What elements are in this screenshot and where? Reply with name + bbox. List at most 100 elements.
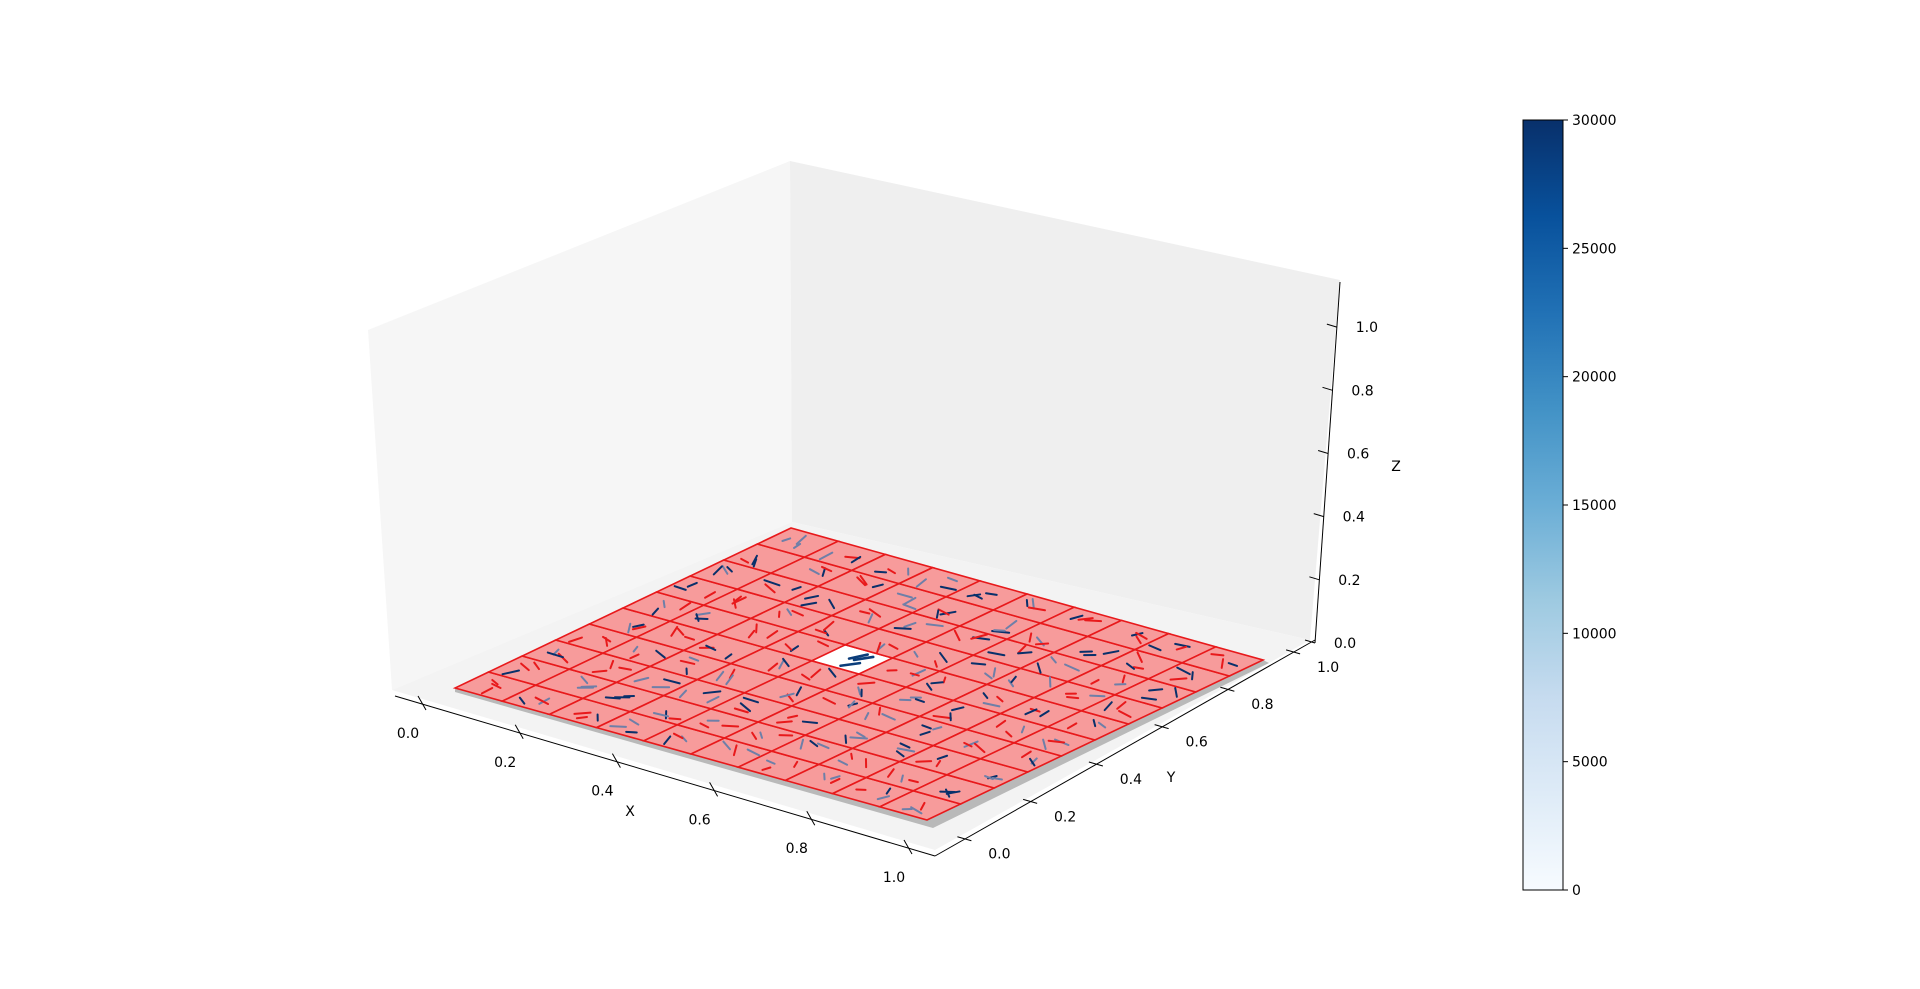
x-tick-label: 0.6 bbox=[688, 812, 710, 828]
quiver-arrow bbox=[876, 641, 882, 654]
quiver-arrow bbox=[695, 611, 711, 617]
colorbar-tick-label: 5000 bbox=[1572, 755, 1608, 771]
quiver-arrow bbox=[628, 718, 640, 726]
quiver-arrow bbox=[881, 713, 896, 721]
quiver-arrow bbox=[876, 795, 890, 801]
x-tick bbox=[514, 724, 524, 740]
quiver-arrow bbox=[985, 592, 998, 596]
quiver-arrow bbox=[764, 583, 776, 594]
quiver-arrow bbox=[715, 670, 725, 682]
x-tick bbox=[806, 810, 816, 826]
quiver-arrow bbox=[1084, 619, 1103, 623]
colorbar: 0 5000 10000 15000 20000 25000 30000 bbox=[1522, 113, 1617, 899]
quiver-arrow bbox=[856, 576, 867, 587]
quiver-arrow bbox=[534, 696, 550, 705]
quiver-arrow bbox=[852, 655, 875, 662]
quiver-arrow bbox=[935, 609, 940, 619]
quiver-arrow bbox=[702, 690, 722, 695]
quiver-arrow bbox=[732, 744, 738, 757]
quiver-arrow bbox=[996, 695, 1004, 703]
quiver-arrow bbox=[731, 596, 747, 605]
y-tick bbox=[1285, 649, 1301, 655]
quiver-arrow bbox=[767, 662, 779, 672]
quiver-arrow bbox=[878, 706, 882, 716]
quiver-arrow bbox=[655, 649, 666, 659]
quiver-arrow bbox=[992, 667, 997, 678]
quiver-arrow bbox=[766, 759, 776, 765]
quiver-arrow bbox=[721, 564, 729, 575]
quiver-arrow bbox=[1148, 688, 1164, 692]
quiver-arrow bbox=[763, 579, 781, 587]
quiver-arrow bbox=[801, 720, 819, 724]
quiver-arrow bbox=[951, 706, 965, 712]
quiver-arrow bbox=[953, 629, 961, 642]
quiver-arrow bbox=[984, 775, 994, 781]
quiver-arrow bbox=[1029, 757, 1036, 767]
quiver-arrow bbox=[705, 644, 717, 651]
z-tick-label: 1.0 bbox=[1356, 320, 1378, 336]
quiver-arrow bbox=[627, 622, 632, 634]
quiver-arrow bbox=[885, 787, 892, 795]
quiver-arrow bbox=[795, 686, 803, 697]
tick-marks: 0.0 0.2 0.4 0.6 0.8 1.0 0.0 0.2 0.4 0.6 0.8 1.0 0.0 0… bbox=[397, 320, 1378, 886]
quiver-arrow bbox=[784, 643, 793, 651]
quiver-arrow bbox=[808, 568, 820, 576]
quiver-arrow bbox=[1089, 694, 1106, 698]
quiver-arrow bbox=[837, 759, 849, 766]
z-tick bbox=[1317, 449, 1329, 454]
z-tick-label: 0.2 bbox=[1338, 573, 1360, 589]
axes-3d bbox=[368, 161, 1340, 850]
quiver-arrow bbox=[1227, 662, 1239, 667]
quiver-arrow bbox=[1176, 666, 1191, 676]
quiver-arrow bbox=[751, 731, 758, 740]
quiver-arrow bbox=[1136, 651, 1143, 663]
x-tick-label: 0.0 bbox=[397, 726, 419, 742]
quiver-arrow bbox=[963, 741, 973, 748]
quiver-arrow bbox=[670, 625, 679, 637]
quiver-arrow bbox=[781, 537, 792, 542]
quiver-arrow bbox=[1066, 722, 1078, 730]
x-axis-line bbox=[394, 695, 936, 857]
quiver-arrow bbox=[580, 685, 598, 688]
z-tick bbox=[1304, 639, 1316, 644]
quiver-arrow bbox=[573, 711, 592, 715]
quiver-arrow bbox=[1027, 606, 1046, 612]
quiver-arrow bbox=[795, 534, 807, 545]
quiver-arrow bbox=[857, 686, 862, 696]
quiver-arrow bbox=[939, 651, 948, 663]
quiver-arrow bbox=[1024, 708, 1038, 716]
y-tick-label: 0.8 bbox=[1251, 697, 1273, 713]
quiver-arrow bbox=[1118, 709, 1132, 719]
quiver-arrow bbox=[1191, 671, 1194, 681]
quiver-arrow bbox=[915, 578, 927, 588]
quiver-arrow bbox=[662, 599, 666, 609]
quiver-arrow bbox=[746, 748, 761, 757]
quiver-arrow bbox=[1047, 739, 1066, 744]
quiver-arrow bbox=[821, 567, 826, 577]
x-tick-label: 1.0 bbox=[883, 870, 905, 886]
quiver-arrow bbox=[501, 669, 520, 676]
quiver-arrow bbox=[991, 629, 1011, 634]
quiver-arrow bbox=[888, 643, 899, 650]
left-pane bbox=[368, 161, 792, 690]
quiver-arrow bbox=[850, 752, 854, 760]
quiver-arrow bbox=[809, 739, 819, 748]
y-tick-label: 0.4 bbox=[1120, 772, 1142, 788]
quiver-arrow bbox=[1220, 658, 1225, 669]
colorbar-tick-label: 20000 bbox=[1572, 370, 1617, 386]
quiver-arrow bbox=[893, 627, 912, 630]
quiver-arrow bbox=[1017, 644, 1027, 654]
quiver-arrow bbox=[1125, 662, 1135, 670]
colorbar-ticks: 0 5000 10000 15000 20000 25000 30000 bbox=[1563, 113, 1617, 899]
quiver-arrow bbox=[874, 570, 888, 574]
quiver-arrow bbox=[684, 635, 696, 641]
quiver-arrow bbox=[726, 566, 733, 573]
quiver-arrow bbox=[1005, 730, 1013, 738]
colorbar-gradient bbox=[1522, 119, 1564, 891]
quiver-arrow bbox=[887, 768, 895, 778]
x-tick bbox=[709, 782, 719, 797]
quiver-arrow bbox=[793, 760, 799, 768]
quiver-arrow bbox=[816, 742, 830, 750]
y-tick-label: 0.0 bbox=[988, 847, 1010, 863]
quiver-arrow bbox=[591, 669, 608, 674]
